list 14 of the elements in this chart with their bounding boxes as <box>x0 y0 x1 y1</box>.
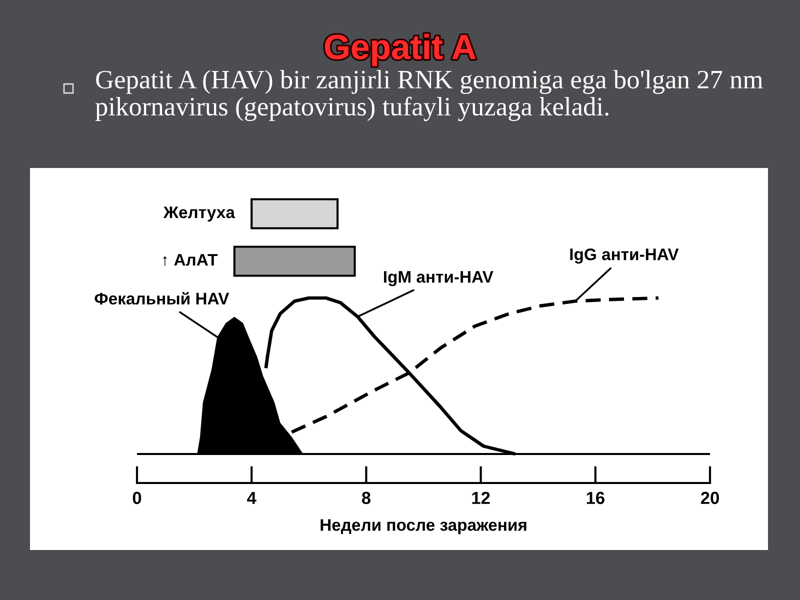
x-tick-label: 20 <box>700 492 719 504</box>
x-axis-title: Недели после заражения <box>320 519 526 534</box>
category-label: Желтуха <box>163 206 236 222</box>
x-tick-label: 4 <box>247 492 256 504</box>
category-label: ↑ АлАТ <box>162 254 218 266</box>
chart-subtitle: Gepatit A (HAV) bir zanjirli RNK genomiga ega bo'lgan 27 nm pikornavirus (gepatovirus) tufayli yuzaga keladi. <box>95 70 763 122</box>
chart-title: Gepatit A <box>324 34 476 66</box>
text: IgM анти-HAV <box>384 271 494 286</box>
x-tick-label: 16 <box>586 492 604 504</box>
x-tick-label: 0 <box>132 492 142 504</box>
x-tick-label: 8 <box>362 492 370 504</box>
series-label: Фекальный HAV <box>94 292 230 305</box>
text: IgG анти-HAV <box>570 248 679 264</box>
x-tick-label: 12 <box>472 492 490 504</box>
